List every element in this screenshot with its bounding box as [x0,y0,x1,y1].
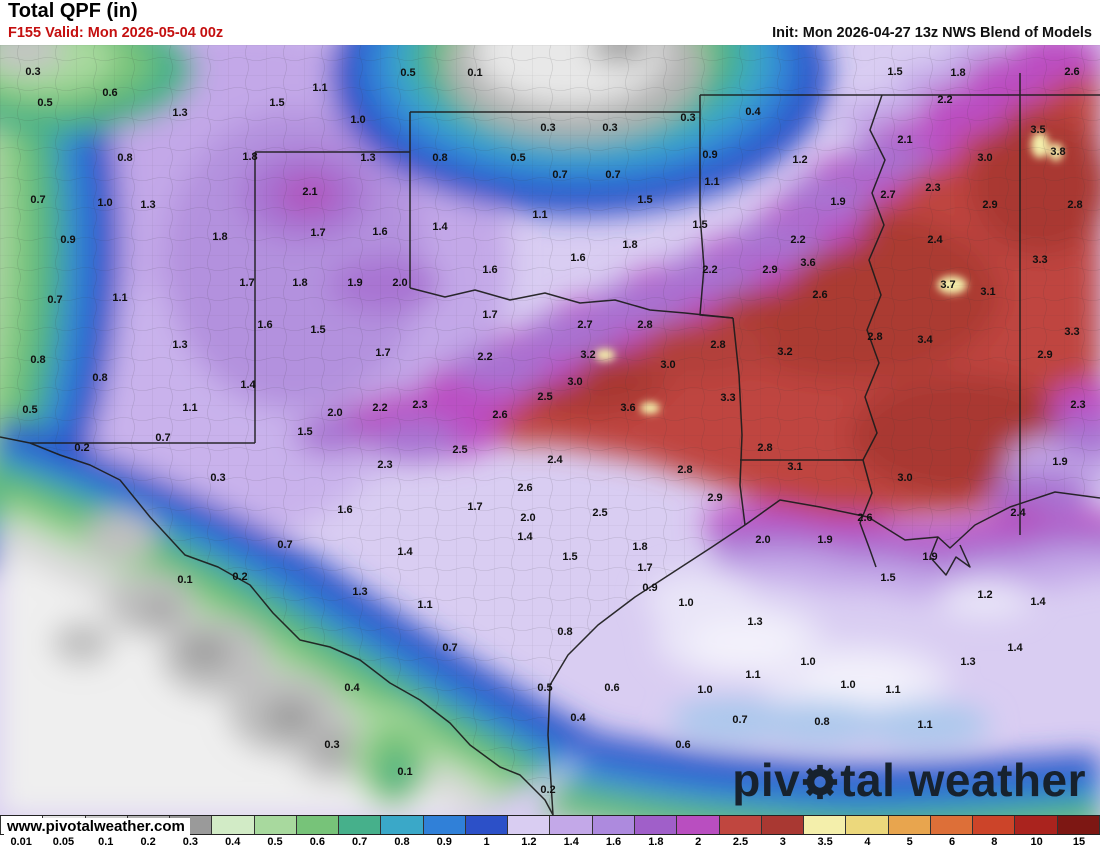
logo-text-pre: piv [732,754,801,806]
basemap-svg [0,45,1100,815]
state-borders [0,73,1100,815]
colorbar-cell [634,816,678,834]
colorbar-tick-label: 0.1 [98,836,114,848]
colorbar-tick-label: 4 [864,836,871,848]
colorbar-tick-label: 0.8 [394,836,410,848]
colorbar-cell [930,816,974,834]
qpf-map [0,45,1100,815]
page-title: Total QPF (in) [8,0,138,22]
colorbar-tick-label: 1 [483,836,490,848]
colorbar-cell [254,816,297,834]
colorbar-tick-label: 0.01 [10,836,32,848]
colorbar-tick-label: 0.3 [182,836,199,848]
colorbar-cell [381,816,424,834]
watermark-link[interactable]: www.pivotalweather.com [4,818,190,837]
colorbar-tick-label: 0.4 [225,836,241,848]
colorbar-cell [1057,816,1100,834]
colorbar-tick-label: 3 [779,836,786,848]
colorbar-tick-label: 0.5 [267,836,283,848]
pivotal-weather-logo[interactable]: piv tal weather [732,757,1086,803]
colorbar-tick-label: 15 [1072,836,1086,848]
colorbar-tick-label: 3.5 [817,836,833,848]
colorbar-cell [846,816,889,834]
colorbar-tick-label: 0.9 [436,836,452,848]
colorbar-tick-label: 1.6 [605,836,622,848]
colorbar-cell [677,816,720,834]
colorbar-cell [592,816,635,834]
colorbar-cell [339,816,382,834]
colorbar-cell [719,816,762,834]
colorbar-cell [296,816,340,834]
colorbar-cell [804,816,847,834]
colorbar-tick-label: 0.2 [140,836,156,848]
colorbar-cell [973,816,1016,834]
county-lines [0,45,1100,815]
colorbar-cell [423,816,466,834]
gear-icon [803,764,838,800]
colorbar-tick-label: 1.4 [563,836,579,848]
colorbar-tick-label: 0.7 [352,836,368,848]
colorbar-cell [465,816,509,834]
colorbar-tick-label: 5 [906,836,913,848]
colorbar-tick-label: 10 [1030,836,1043,848]
colorbar-tick-label: 8 [991,836,998,848]
colorbar-tick-label: 2 [695,836,702,848]
header: Total QPF (in) F155 Valid: Mon 2026-05-0… [0,0,1100,45]
colorbar-labels: 0.01 0.05 0.1 0.2 0.3 0.4 0.5 0.6 0.7 0.8 0.9 1 1.2 1… [0,835,1100,851]
colorbar-cell [888,816,931,834]
colorbar-tick-label: 1.2 [521,836,537,848]
colorbar-tick-label: 6 [948,836,956,848]
init-time-label: Init: Mon 2026-04-27 13z NWS Blend of Mo… [772,25,1092,41]
colorbar-tick-label: 1.8 [648,836,664,848]
colorbar-cell [550,816,593,834]
logo-text-post: tal weather [840,754,1086,806]
colorbar-tick-label: 0.05 [52,836,75,848]
colorbar-tick-label: 2.5 [732,836,749,848]
colorbar-cell [761,816,805,834]
colorbar-cell [508,816,551,834]
colorbar-tick-label: 0.6 [309,836,325,848]
colorbar-cell [1015,816,1058,834]
colorbar-cell [212,816,255,834]
valid-time-label: F155 Valid: Mon 2026-05-04 00z [8,25,224,41]
